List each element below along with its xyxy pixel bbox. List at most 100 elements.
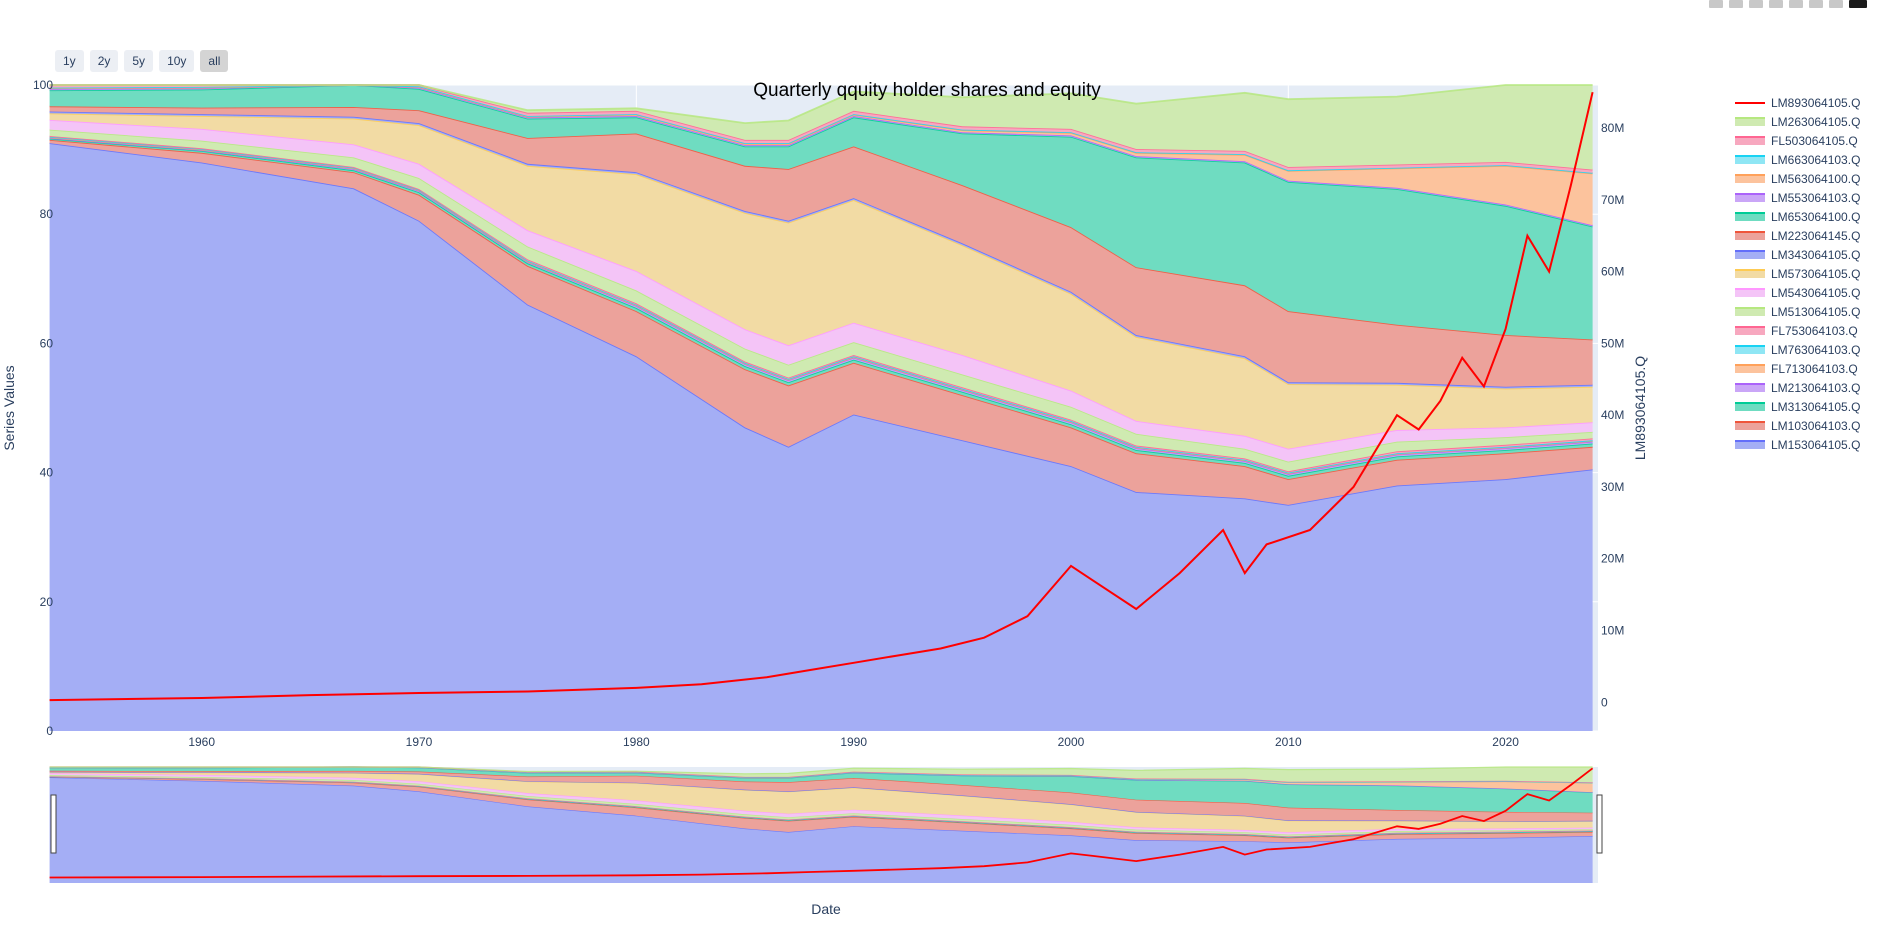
legend-label: LM213064103.Q [1771,380,1861,395]
y2-tick-label: 50M [1601,336,1624,350]
zoom-icon[interactable] [1729,0,1743,8]
y2-tick-label: 70M [1601,193,1624,207]
legend-label: FL713064103.Q [1771,361,1858,376]
x-tick-label: 1990 [840,735,867,749]
legend-item-LM223064145.Q[interactable]: LM223064145.Q [1735,226,1860,245]
x-tick-label: 1980 [623,735,650,749]
legend-item-FL713064103.Q[interactable]: FL713064103.Q [1735,359,1860,378]
line-LM893064105.Q[interactable] [49,91,1594,702]
legend-swatch [1735,269,1765,278]
legend: LM893064105.Q LM263064105.Q FL503064105.Q L… [1735,93,1860,454]
y-tick-label: 20 [40,595,54,609]
pan-icon[interactable] [1749,0,1763,8]
plotly-logo-icon[interactable] [1849,0,1867,8]
legend-label: LM573064105.Q [1771,266,1861,281]
zoom-in-icon[interactable] [1769,0,1783,8]
y2-tick-label: 60M [1601,265,1624,279]
stacked-areas [49,84,1593,732]
legend-item-FL503064105.Q[interactable]: FL503064105.Q [1735,131,1860,150]
range-selector: 1y 2y 5y 10y all [55,50,229,72]
legend-swatch [1735,288,1765,297]
y-axis-title: Series Values [1,365,17,450]
legend-item-LM563064100.Q[interactable]: LM563064100.Q [1735,169,1860,188]
reset-axes-icon[interactable] [1829,0,1843,8]
chart-title: Quarterly qquity holder shares and equit… [753,80,1101,101]
line-series-layer [49,91,1594,702]
legend-item-LM763064103.Q[interactable]: LM763064103.Q [1735,340,1860,359]
area-LM153064105.Q[interactable] [49,777,1593,883]
legend-item-LM553064103.Q[interactable]: LM553064103.Q [1735,188,1860,207]
area-LM573064105.Q[interactable] [49,113,1593,449]
legend-swatch [1735,193,1765,202]
legend-swatch [1735,117,1765,126]
range-button-all[interactable]: all [200,50,229,72]
range-button-1y[interactable]: 1y [55,50,84,72]
y2-tick-label: 0 [1601,695,1608,709]
area-LM223064145.Q[interactable] [49,106,1593,387]
legend-item-LM103064103.Q[interactable]: LM103064103.Q [1735,416,1860,435]
legend-item-LM573064105.Q[interactable]: LM573064105.Q [1735,264,1860,283]
rangeslider[interactable] [49,766,1594,883]
legend-swatch [1735,307,1765,316]
legend-swatch [1735,101,1765,104]
legend-item-LM213064103.Q[interactable]: LM213064103.Q [1735,378,1860,397]
y2-axis-title: LM893064105.Q [1632,356,1648,460]
y2-tick-label: 40M [1601,408,1624,422]
legend-label: LM543064105.Q [1771,285,1861,300]
legend-item-LM313064105.Q[interactable]: LM313064105.Q [1735,397,1860,416]
legend-item-FL753064103.Q[interactable]: FL753064103.Q [1735,321,1860,340]
area-LM573064105.Q[interactable] [49,772,1593,833]
x-tick-label: 2000 [1058,735,1085,749]
range-button-10y[interactable]: 10y [159,50,195,72]
area-edge-LM263064105.Q [49,766,1593,775]
legend-item-LM263064105.Q[interactable]: LM263064105.Q [1735,112,1860,131]
axes: 1960 1970 1980 1990 2000 2010 2020 0 20 40 60 80 100… [33,78,1624,749]
legend-swatch [1735,174,1765,183]
rangeslider-handle-left[interactable] [50,794,57,854]
legend-label: LM513064105.Q [1771,304,1861,319]
legend-item-LM663064103.Q[interactable]: LM663064103.Q [1735,150,1860,169]
legend-label: LM153064105.Q [1771,437,1861,452]
legend-label: FL503064105.Q [1771,133,1858,148]
legend-item-LM343064105.Q[interactable]: LM343064105.Q [1735,245,1860,264]
y-tick-label: 0 [46,724,53,738]
y-tick-label: 80 [40,207,54,221]
x-tick-label: 2010 [1275,735,1302,749]
area-LM263064105.Q[interactable] [49,767,1593,783]
legend-swatch [1735,383,1765,392]
legend-item-LM513064105.Q[interactable]: LM513064105.Q [1735,302,1860,321]
legend-swatch [1735,364,1765,373]
y-tick-label: 100 [33,78,53,92]
legend-label: LM263064105.Q [1771,114,1861,129]
legend-label: LM663064103.Q [1771,152,1861,167]
x-axis-title: Date [811,901,841,917]
legend-label: FL753064103.Q [1771,323,1858,338]
area-LM263064105.Q[interactable] [49,85,1593,170]
legend-item-LM153064105.Q[interactable]: LM153064105.Q [1735,435,1860,454]
y2-tick-label: 30M [1601,480,1624,494]
area-LM103064103.Q[interactable] [49,776,1593,843]
y2-tick-label: 80M [1601,121,1624,135]
legend-item-LM893064105.Q[interactable]: LM893064105.Q [1735,93,1860,112]
line-LM893064105.Q[interactable] [49,767,1594,879]
area-LM653064100.Q[interactable] [49,85,1593,340]
x-tick-label: 1970 [406,735,433,749]
area-edge-LM263064105.Q [49,84,1593,125]
range-button-5y[interactable]: 5y [124,50,154,72]
legend-label: LM763064103.Q [1771,342,1861,357]
camera-icon[interactable] [1709,0,1723,8]
area-LM653064100.Q[interactable] [49,767,1593,813]
x-tick-label: 2020 [1492,735,1519,749]
legend-swatch [1735,421,1765,430]
area-LM103064103.Q[interactable] [49,139,1593,505]
legend-item-LM543064105.Q[interactable]: LM543064105.Q [1735,283,1860,302]
area-LM223064145.Q[interactable] [49,770,1593,822]
legend-item-LM653064100.Q[interactable]: LM653064100.Q [1735,207,1860,226]
rangeslider-handle-right[interactable] [1596,794,1603,854]
y-tick-label: 60 [40,336,54,350]
autoscale-icon[interactable] [1809,0,1823,8]
range-button-2y[interactable]: 2y [89,50,119,72]
area-LM153064105.Q[interactable] [49,143,1593,732]
zoom-out-icon[interactable] [1789,0,1803,8]
